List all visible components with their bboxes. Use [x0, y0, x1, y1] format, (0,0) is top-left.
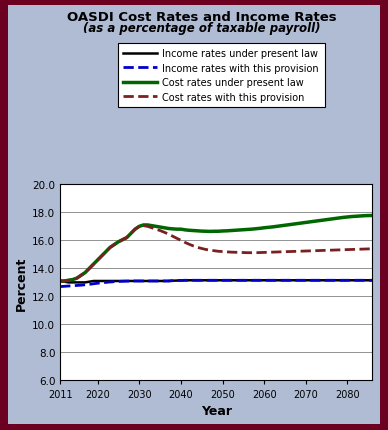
Text: OASDI Cost Rates and Income Rates: OASDI Cost Rates and Income Rates: [67, 11, 336, 24]
Y-axis label: Percent: Percent: [15, 255, 28, 310]
Legend: Income rates under present law, Income rates with this provision, Cost rates und: Income rates under present law, Income r…: [118, 43, 325, 108]
Text: (as a percentage of taxable payroll): (as a percentage of taxable payroll): [83, 22, 320, 35]
X-axis label: Year: Year: [201, 404, 232, 417]
